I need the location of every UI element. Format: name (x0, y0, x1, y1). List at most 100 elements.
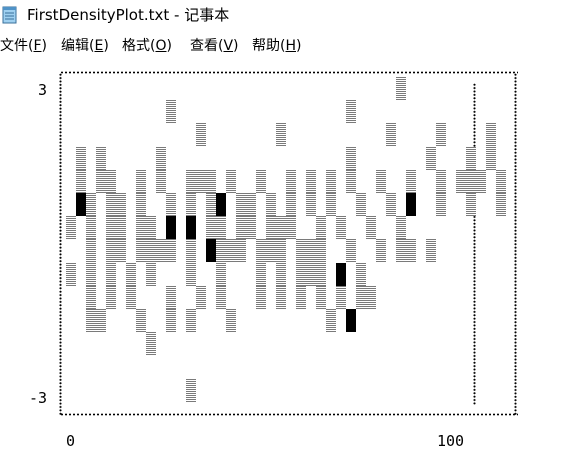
density-cell-light (296, 239, 306, 263)
title-bar[interactable]: FirstDensityPlot.txt - 记事本 (0, 0, 569, 30)
menu-file-tail: ) (41, 38, 47, 54)
density-cell-light (366, 285, 376, 309)
x-axis-left-label: 0 (66, 432, 76, 450)
density-cell-light (396, 216, 406, 240)
density-cell-light (166, 239, 176, 263)
menu-file-label: 文件( (0, 38, 34, 54)
plot-frame-top (60, 71, 518, 74)
density-cell-light (216, 216, 226, 240)
density-cell-light (106, 285, 116, 309)
density-cell-light (106, 169, 116, 193)
density-cell-light (346, 169, 356, 193)
density-cell-light (266, 193, 276, 216)
menu-bar: 文件(F) 编辑(E) 格式(O) 查看(V) 帮助(H) (0, 32, 569, 56)
density-cell-light (376, 169, 386, 193)
density-cell-light (356, 285, 366, 309)
density-cell-light (196, 123, 206, 147)
density-cell-light (136, 309, 146, 332)
density-cell-light (226, 169, 236, 193)
menu-format-tail: ) (166, 38, 172, 54)
density-cell-light (66, 216, 76, 240)
density-cell-light (136, 193, 146, 216)
menu-edit[interactable]: 编辑(E) (61, 35, 109, 55)
density-cell-light (496, 169, 506, 193)
density-cell-light (166, 285, 176, 309)
density-cell-light (296, 262, 306, 286)
density-cell-light (216, 239, 226, 263)
density-cell-light (276, 262, 286, 286)
density-cell-light (286, 193, 296, 216)
density-cell-light (296, 285, 306, 309)
density-cell-light (466, 193, 476, 216)
density-cell-light (366, 216, 376, 240)
density-cell-light (346, 100, 356, 124)
density-cell-light (386, 123, 396, 147)
density-cell-light (186, 262, 196, 286)
density-cell-light (236, 216, 246, 240)
density-cell-light (436, 193, 446, 216)
menu-help[interactable]: 帮助(H) (252, 35, 301, 55)
menu-help-tail: ) (296, 38, 302, 54)
density-cell-light (96, 169, 106, 193)
density-cell-light (156, 169, 166, 193)
density-cell-light (116, 239, 126, 263)
density-cell-dark (166, 216, 176, 240)
density-cell-light (476, 169, 486, 193)
density-cell-light (306, 193, 316, 216)
density-cell-light (146, 239, 156, 263)
density-cell-light (196, 169, 206, 193)
density-cell-light (326, 193, 336, 216)
density-cell-light (216, 285, 226, 309)
density-cell-dark (216, 193, 226, 216)
text-editor-area[interactable]: 3 -3 0 100 (0, 57, 569, 464)
density-cell-light (276, 285, 286, 309)
density-cell-light (346, 146, 356, 170)
density-cell-light (156, 146, 166, 170)
density-cell-light (86, 285, 96, 309)
density-cell-light (396, 77, 406, 100)
density-cell-light (206, 193, 216, 216)
density-cell-dark (206, 239, 216, 263)
density-cell-light (136, 239, 146, 263)
density-cell-light (406, 169, 416, 193)
density-cell-light (146, 332, 156, 356)
density-cell-light (386, 193, 396, 216)
plot-frame-bottom (60, 413, 518, 416)
density-cell-light (306, 169, 316, 193)
menu-view[interactable]: 查看(V) (190, 35, 239, 55)
density-cell-light (316, 239, 326, 263)
density-cell-light (456, 169, 466, 193)
density-cell-light (166, 193, 176, 216)
density-cell-light (206, 169, 216, 193)
x-axis-right-label: 100 (437, 432, 465, 450)
density-cell-light (236, 193, 246, 216)
menu-help-accel: H (285, 38, 296, 54)
plot-inner-right-axis (473, 83, 476, 405)
density-cell-light (166, 309, 176, 332)
density-cell-light (256, 169, 266, 193)
density-cell-light (246, 193, 256, 216)
notepad-icon (2, 5, 18, 24)
menu-file[interactable]: 文件(F) (0, 35, 47, 55)
density-cell-light (376, 239, 386, 263)
density-cell-light (286, 169, 296, 193)
menu-view-accel: V (223, 38, 234, 54)
density-cell-light (186, 169, 196, 193)
density-cell-light (436, 169, 446, 193)
density-cell-light (116, 193, 126, 216)
density-cell-light (116, 216, 126, 240)
density-cell-light (106, 262, 116, 286)
density-cell-light (316, 285, 326, 309)
menu-format[interactable]: 格式(O) (122, 35, 172, 55)
density-cell-light (326, 169, 336, 193)
plot-frame-left (59, 73, 62, 415)
density-cell-light (86, 309, 96, 332)
density-cell-light (266, 239, 276, 263)
density-cell-light (186, 193, 196, 216)
y-axis-top-label: 3 (38, 81, 48, 99)
density-cell-light (186, 239, 196, 263)
density-cell-light (216, 262, 226, 286)
density-cell-light (316, 216, 326, 240)
density-cell-light (76, 146, 86, 170)
